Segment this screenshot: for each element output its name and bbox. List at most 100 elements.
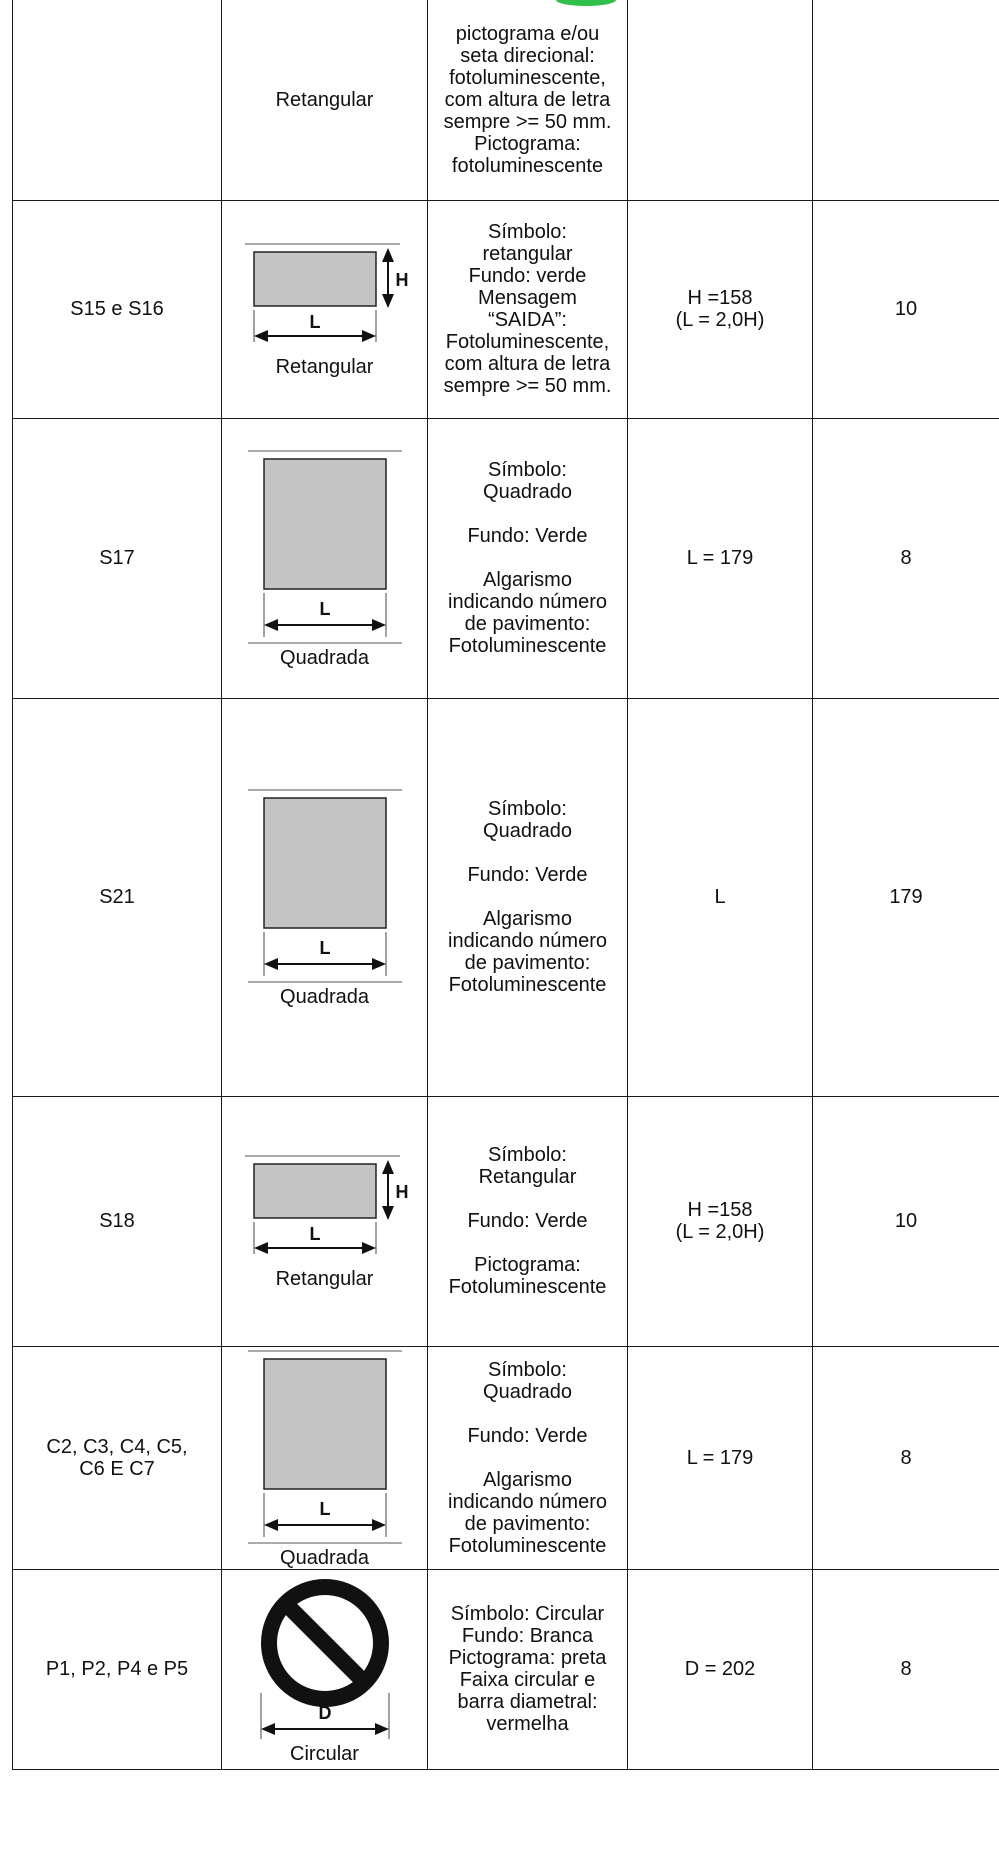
spec-line: barra diametral: xyxy=(457,1691,598,1713)
specification-cell: Símbolo: Quadrado Fundo: Verde Algarismo ind… xyxy=(427,417,628,699)
dimension-cell: L = 179 xyxy=(627,417,813,699)
specification-cell: Símbolo: Circular Fundo: Branca Pictograma… xyxy=(427,1568,628,1770)
sign-code-cell: S17 xyxy=(12,417,222,699)
table-row: S21 L Quadrada Símbolo: Quadrado Fundo: Verde… xyxy=(12,697,999,1097)
table-row: S17 L Quadrada Símbolo: Quadrado Fundo: Verde… xyxy=(12,417,999,699)
spec-line: Algarismo xyxy=(483,569,572,591)
spec-line: Símbolo: xyxy=(488,221,567,243)
shape-cell: H L Retangular xyxy=(221,1095,428,1347)
spec-line: com altura de letra xyxy=(444,88,611,111)
spec-line: Fotoluminescente, xyxy=(445,331,610,353)
dimension-letter: L xyxy=(319,599,330,619)
spec-line: Símbolo: xyxy=(488,459,567,481)
spec-line: Símbolo: xyxy=(488,798,567,820)
dimension-cell: L = 179 xyxy=(627,1345,813,1570)
spec-line: com altura de letra xyxy=(444,353,611,375)
specification-cell: Símbolo: Retangular Fundo: Verde Pictograma… xyxy=(427,1095,628,1347)
shape-caption: Circular xyxy=(290,1743,359,1765)
signage-spec-table: Retangular pictograma e/ou seta direcional… xyxy=(12,0,999,1770)
dimension-cell: L xyxy=(627,697,813,1097)
shape-figure: L Quadrada xyxy=(222,786,427,1008)
spec-line: indicando número xyxy=(448,1490,607,1513)
shape-cell: L Quadrada xyxy=(221,697,428,1097)
distance-cell: 8 xyxy=(812,1345,999,1570)
dimension-letter: L xyxy=(309,1224,320,1244)
sign-code-cell: S21 xyxy=(12,697,222,1097)
shape-cell: Retangular xyxy=(221,0,428,201)
distance-cell: 179 xyxy=(812,697,999,1097)
spec-line: Quadrado xyxy=(483,820,572,842)
distance-cell: 8 xyxy=(812,417,999,699)
distance-cell: 10 xyxy=(812,1095,999,1347)
spec-line: Pictograma: xyxy=(474,1254,581,1276)
distance-cell: 8 xyxy=(812,1568,999,1770)
distance-cell: 10 xyxy=(812,199,999,419)
specification-cell: pictograma e/ou seta direcional: fotolumin… xyxy=(427,0,628,201)
prohibition-sign-diagram: D xyxy=(260,1579,389,1739)
spec-line: Algarismo xyxy=(483,1468,572,1491)
diagonal-bar xyxy=(279,1598,370,1688)
sign-code-cell: C2, C3, C4, C5, C6 E C7 xyxy=(12,1345,222,1570)
spec-line: Símbolo: xyxy=(488,1144,567,1166)
shape-cell: D Circular xyxy=(221,1568,428,1770)
rectangular-sign-diagram: HL xyxy=(244,1155,408,1254)
table-body: Retangular pictograma e/ou seta direcional… xyxy=(12,0,999,1770)
spec-line: Faixa circular e xyxy=(459,1669,596,1691)
shape-caption: Quadrada xyxy=(280,647,369,669)
shape-figure: H L Retangular xyxy=(222,240,427,378)
spec-line: indicando número xyxy=(448,930,607,952)
spec-line: Quadrado xyxy=(483,1380,572,1403)
spec-line: Símbolo: Circular xyxy=(450,1603,605,1625)
spec-line: sempre >= 50 mm. xyxy=(443,110,612,133)
table-row: C2, C3, C4, C5, C6 E C7 L Quadrada Símbolo:… xyxy=(12,1345,999,1570)
dimension-letter: D xyxy=(318,1703,331,1723)
dimension-cell xyxy=(627,0,813,201)
shape-cell: L Quadrada xyxy=(221,1345,428,1570)
spec-line: Retangular xyxy=(478,1166,577,1188)
specification-cell: Símbolo: retangular Fundo: verde Mensagem “S… xyxy=(427,199,628,419)
spec-line: “SAIDA”: xyxy=(488,309,567,331)
spec-line: de pavimento: xyxy=(464,613,591,635)
sign-code-cell xyxy=(12,0,222,201)
spec-line: de pavimento: xyxy=(464,1512,591,1535)
dimension-letter: H xyxy=(395,1182,408,1202)
specification-cell: Símbolo: Quadrado Fundo: Verde Algarismo ind… xyxy=(427,697,628,1097)
dimension-cell: H =158 (L = 2,0H) xyxy=(627,199,813,419)
spec-line: Mensagem xyxy=(478,287,577,309)
square-sign-diagram: L xyxy=(247,1350,402,1543)
spec-line: Pictograma: preta xyxy=(448,1647,607,1669)
spec-line: Fotoluminescente xyxy=(448,1276,607,1298)
spec-line: Quadrado xyxy=(483,481,572,503)
spec-line: Fotoluminescente xyxy=(448,974,607,996)
rectangular-sign-diagram: HL xyxy=(244,243,408,342)
spec-line: Pictograma: xyxy=(474,132,581,155)
shape-caption: Retangular xyxy=(275,88,374,111)
spec-line: indicando número xyxy=(448,591,607,613)
spec-line: Fundo: Verde xyxy=(467,525,588,547)
spec-line: Fotoluminescente xyxy=(448,635,607,657)
spec-line: Fundo: Branca xyxy=(461,1625,594,1647)
spec-line: retangular xyxy=(482,243,573,265)
prohibition-ring-icon xyxy=(260,1579,389,1707)
shape-figure: L Quadrada xyxy=(222,447,427,669)
table-row: P1, P2, P4 e P5 D Circular Símbolo: Circula… xyxy=(12,1568,999,1770)
specification-cell: Símbolo: Quadrado Fundo: Verde Algarismo ind… xyxy=(427,1345,628,1570)
sign-shape xyxy=(262,797,387,929)
shape-figure: H L Retangular xyxy=(222,1152,427,1290)
square-sign-diagram: L xyxy=(247,789,402,983)
spec-line: Fotoluminescente xyxy=(448,1534,607,1557)
sign-code-cell: P1, P2, P4 e P5 xyxy=(12,1568,222,1770)
distance-cell xyxy=(812,0,999,201)
shape-caption: Retangular xyxy=(275,356,374,378)
table-row: S18 H L Retangular Símbolo: Retangular Fundo: … xyxy=(12,1095,999,1347)
sign-shape xyxy=(262,458,387,590)
sign-shape xyxy=(262,1357,387,1490)
shape-cell: H L Retangular xyxy=(221,199,428,419)
shape-cell: L Quadrada xyxy=(221,417,428,699)
spec-line: fotoluminescente, xyxy=(449,66,606,89)
table-row: S15 e S16 H L Retangular Símbolo: retangular F… xyxy=(12,199,999,419)
spec-line: Fundo: Verde xyxy=(467,1210,588,1232)
sign-shape xyxy=(252,251,377,307)
dimension-cell: D = 202 xyxy=(627,1568,813,1770)
spec-line: Fundo: verde xyxy=(468,265,587,287)
